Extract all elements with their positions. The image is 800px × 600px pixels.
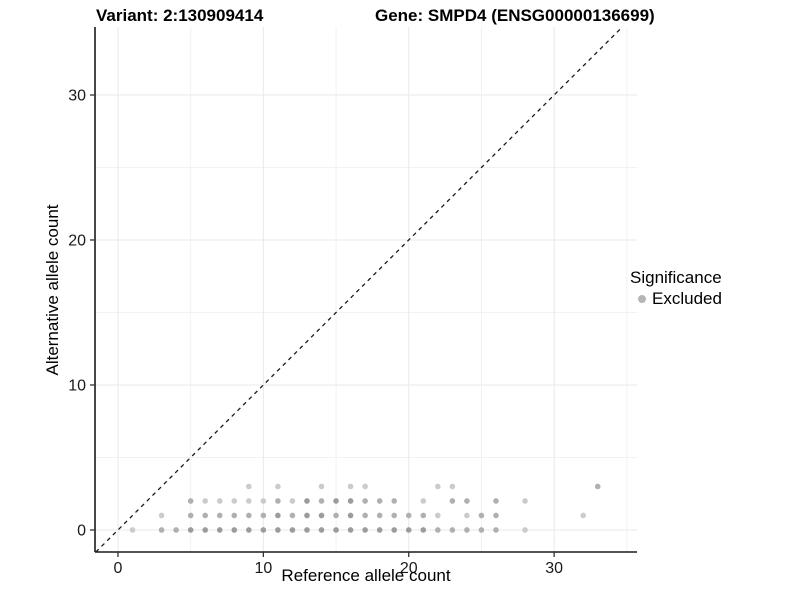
data-point [420, 527, 427, 533]
data-point [318, 512, 325, 519]
data-point [318, 483, 325, 490]
data-point [289, 512, 296, 519]
data-point [202, 527, 209, 533]
data-point [187, 527, 194, 533]
data-point [376, 512, 383, 519]
data-point [333, 512, 339, 519]
data-point [231, 498, 238, 504]
data-point [405, 527, 412, 533]
variant-title: Variant: 2:130909414 [96, 6, 264, 25]
data-point [449, 498, 456, 504]
data-point [435, 512, 441, 519]
data-point [304, 498, 310, 504]
data-point [376, 527, 383, 533]
legend: Significance Excluded [630, 268, 722, 309]
data-point [478, 512, 485, 519]
data-point [493, 498, 499, 504]
data-point [333, 527, 339, 533]
data-point [246, 512, 252, 519]
data-point [435, 483, 441, 490]
data-point [275, 512, 281, 519]
data-point [362, 483, 368, 490]
data-point [478, 527, 485, 533]
data-point [464, 527, 470, 533]
x-tick-label: 20 [400, 560, 418, 577]
identity-line [95, 26, 623, 553]
data-point [275, 527, 281, 533]
data-point [391, 512, 398, 519]
data-point [420, 498, 427, 504]
data-point [522, 527, 528, 533]
data-point [304, 527, 310, 533]
data-point [246, 527, 252, 533]
data-point [493, 512, 499, 519]
legend-item-label: Excluded [652, 289, 722, 308]
y-tick-label: 10 [68, 377, 86, 394]
legend-item-excluded: Excluded [638, 289, 722, 309]
data-point [246, 498, 252, 504]
data-point [275, 498, 281, 504]
data-point [260, 527, 267, 533]
y-tick-label: 20 [68, 232, 86, 249]
data-point [464, 512, 470, 519]
data-point [362, 512, 368, 519]
data-point [187, 498, 194, 504]
data-point [405, 512, 412, 519]
data-point [231, 527, 238, 533]
data-point [216, 512, 223, 519]
data-point [202, 512, 209, 519]
data-point [522, 498, 528, 504]
data-point [318, 527, 325, 533]
data-point [362, 527, 368, 533]
data-point [129, 527, 136, 533]
data-point [420, 512, 427, 519]
data-point [216, 498, 223, 504]
data-point [464, 498, 470, 504]
data-point [333, 498, 339, 504]
data-point [158, 527, 165, 533]
data-point [493, 527, 499, 533]
data-point [594, 483, 601, 490]
data-point [391, 527, 398, 533]
data-point [275, 483, 281, 490]
y-tick-label: 0 [77, 522, 86, 539]
data-point [173, 527, 179, 533]
x-tick-label: 0 [114, 560, 123, 577]
data-point [187, 512, 194, 519]
data-point [449, 527, 456, 533]
data-point [216, 527, 223, 533]
data-point [449, 483, 456, 490]
data-point [435, 527, 441, 533]
legend-title: Significance [630, 268, 722, 287]
data-point [158, 512, 165, 519]
data-point [304, 512, 310, 519]
x-axis-title: Reference allele count [281, 566, 451, 585]
data-point [260, 498, 267, 504]
data-point [289, 527, 296, 533]
data-point [289, 498, 296, 504]
data-point [362, 498, 368, 504]
data-point [580, 512, 587, 519]
data-point [347, 527, 354, 533]
data-point [347, 483, 354, 490]
data-point [391, 498, 398, 504]
gene-title: Gene: SMPD4 (ENSG00000136699) [375, 6, 655, 25]
data-point [376, 498, 383, 504]
data-point [347, 498, 354, 504]
excluded-point-icon [638, 295, 646, 303]
y-tick-label: 30 [68, 87, 86, 104]
data-point [260, 512, 267, 519]
data-point [347, 512, 354, 519]
data-point [202, 498, 209, 504]
data-point [246, 483, 252, 490]
x-tick-label: 30 [545, 560, 563, 577]
y-axis-title: Alternative allele count [43, 204, 62, 376]
data-point [231, 512, 238, 519]
x-tick-label: 10 [254, 560, 272, 577]
data-point [318, 498, 325, 504]
